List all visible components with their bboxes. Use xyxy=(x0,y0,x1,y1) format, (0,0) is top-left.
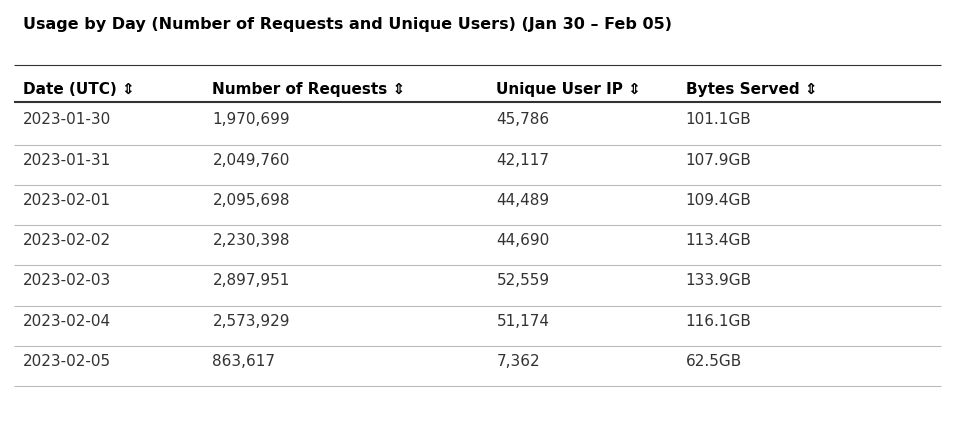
Text: 2,095,698: 2,095,698 xyxy=(212,193,290,208)
Text: 1,970,699: 1,970,699 xyxy=(212,112,290,127)
Text: 863,617: 863,617 xyxy=(212,354,275,369)
Text: 45,786: 45,786 xyxy=(497,112,549,127)
Text: 2,573,929: 2,573,929 xyxy=(212,314,290,329)
Text: 2023-02-04: 2023-02-04 xyxy=(23,314,111,329)
Text: 42,117: 42,117 xyxy=(497,153,549,168)
Text: 44,489: 44,489 xyxy=(497,193,549,208)
Text: 107.9GB: 107.9GB xyxy=(686,153,752,168)
Text: Usage by Day (Number of Requests and Unique Users) (Jan 30 – Feb 05): Usage by Day (Number of Requests and Uni… xyxy=(23,17,672,32)
Text: 2023-02-03: 2023-02-03 xyxy=(23,273,112,288)
Text: 2,049,760: 2,049,760 xyxy=(212,153,289,168)
Text: 44,690: 44,690 xyxy=(497,233,550,248)
Text: 51,174: 51,174 xyxy=(497,314,549,329)
Text: 62.5GB: 62.5GB xyxy=(686,354,742,369)
Text: 2,897,951: 2,897,951 xyxy=(212,273,289,288)
Text: 101.1GB: 101.1GB xyxy=(686,112,752,127)
Text: 113.4GB: 113.4GB xyxy=(686,233,752,248)
Text: 133.9GB: 133.9GB xyxy=(686,273,752,288)
Text: Number of Requests ⇕: Number of Requests ⇕ xyxy=(212,82,406,97)
Text: 2023-02-01: 2023-02-01 xyxy=(23,193,111,208)
Text: 2023-01-31: 2023-01-31 xyxy=(23,153,112,168)
Text: 2023-02-05: 2023-02-05 xyxy=(23,354,111,369)
Text: 2,230,398: 2,230,398 xyxy=(212,233,290,248)
Text: 52,559: 52,559 xyxy=(497,273,549,288)
Text: 2023-02-02: 2023-02-02 xyxy=(23,233,111,248)
Text: Bytes Served ⇕: Bytes Served ⇕ xyxy=(686,82,817,97)
Text: Date (UTC) ⇕: Date (UTC) ⇕ xyxy=(23,82,135,97)
Text: Unique User IP ⇕: Unique User IP ⇕ xyxy=(497,82,642,97)
Text: 2023-01-30: 2023-01-30 xyxy=(23,112,112,127)
Text: 109.4GB: 109.4GB xyxy=(686,193,752,208)
Text: 116.1GB: 116.1GB xyxy=(686,314,752,329)
Text: 7,362: 7,362 xyxy=(497,354,541,369)
